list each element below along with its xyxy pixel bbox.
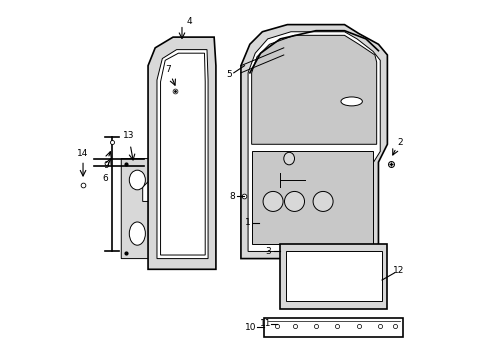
Ellipse shape xyxy=(283,152,294,165)
Circle shape xyxy=(263,192,283,211)
Text: 6: 6 xyxy=(102,174,108,183)
Text: 7: 7 xyxy=(164,65,170,74)
Polygon shape xyxy=(247,32,380,251)
Polygon shape xyxy=(121,158,157,258)
Text: 2: 2 xyxy=(396,138,402,147)
Ellipse shape xyxy=(129,222,145,245)
Polygon shape xyxy=(251,152,372,244)
Polygon shape xyxy=(285,251,381,301)
Polygon shape xyxy=(241,24,386,258)
Circle shape xyxy=(312,192,332,211)
Text: 11: 11 xyxy=(259,319,270,328)
Text: 12: 12 xyxy=(392,266,404,275)
Text: 1: 1 xyxy=(244,219,250,228)
Polygon shape xyxy=(160,53,205,255)
Text: 4: 4 xyxy=(186,17,192,26)
Text: 3: 3 xyxy=(264,247,270,256)
Polygon shape xyxy=(264,318,403,337)
Text: 9: 9 xyxy=(103,161,108,170)
Polygon shape xyxy=(148,37,216,269)
Text: 5: 5 xyxy=(226,70,232,79)
Text: 8: 8 xyxy=(229,192,235,201)
Polygon shape xyxy=(157,50,207,258)
Text: 10: 10 xyxy=(244,323,256,332)
Ellipse shape xyxy=(340,97,362,106)
Ellipse shape xyxy=(129,170,145,190)
Polygon shape xyxy=(280,244,386,309)
Text: 14: 14 xyxy=(77,149,88,158)
Polygon shape xyxy=(251,35,376,144)
Circle shape xyxy=(284,192,304,211)
Text: 13: 13 xyxy=(122,131,134,140)
